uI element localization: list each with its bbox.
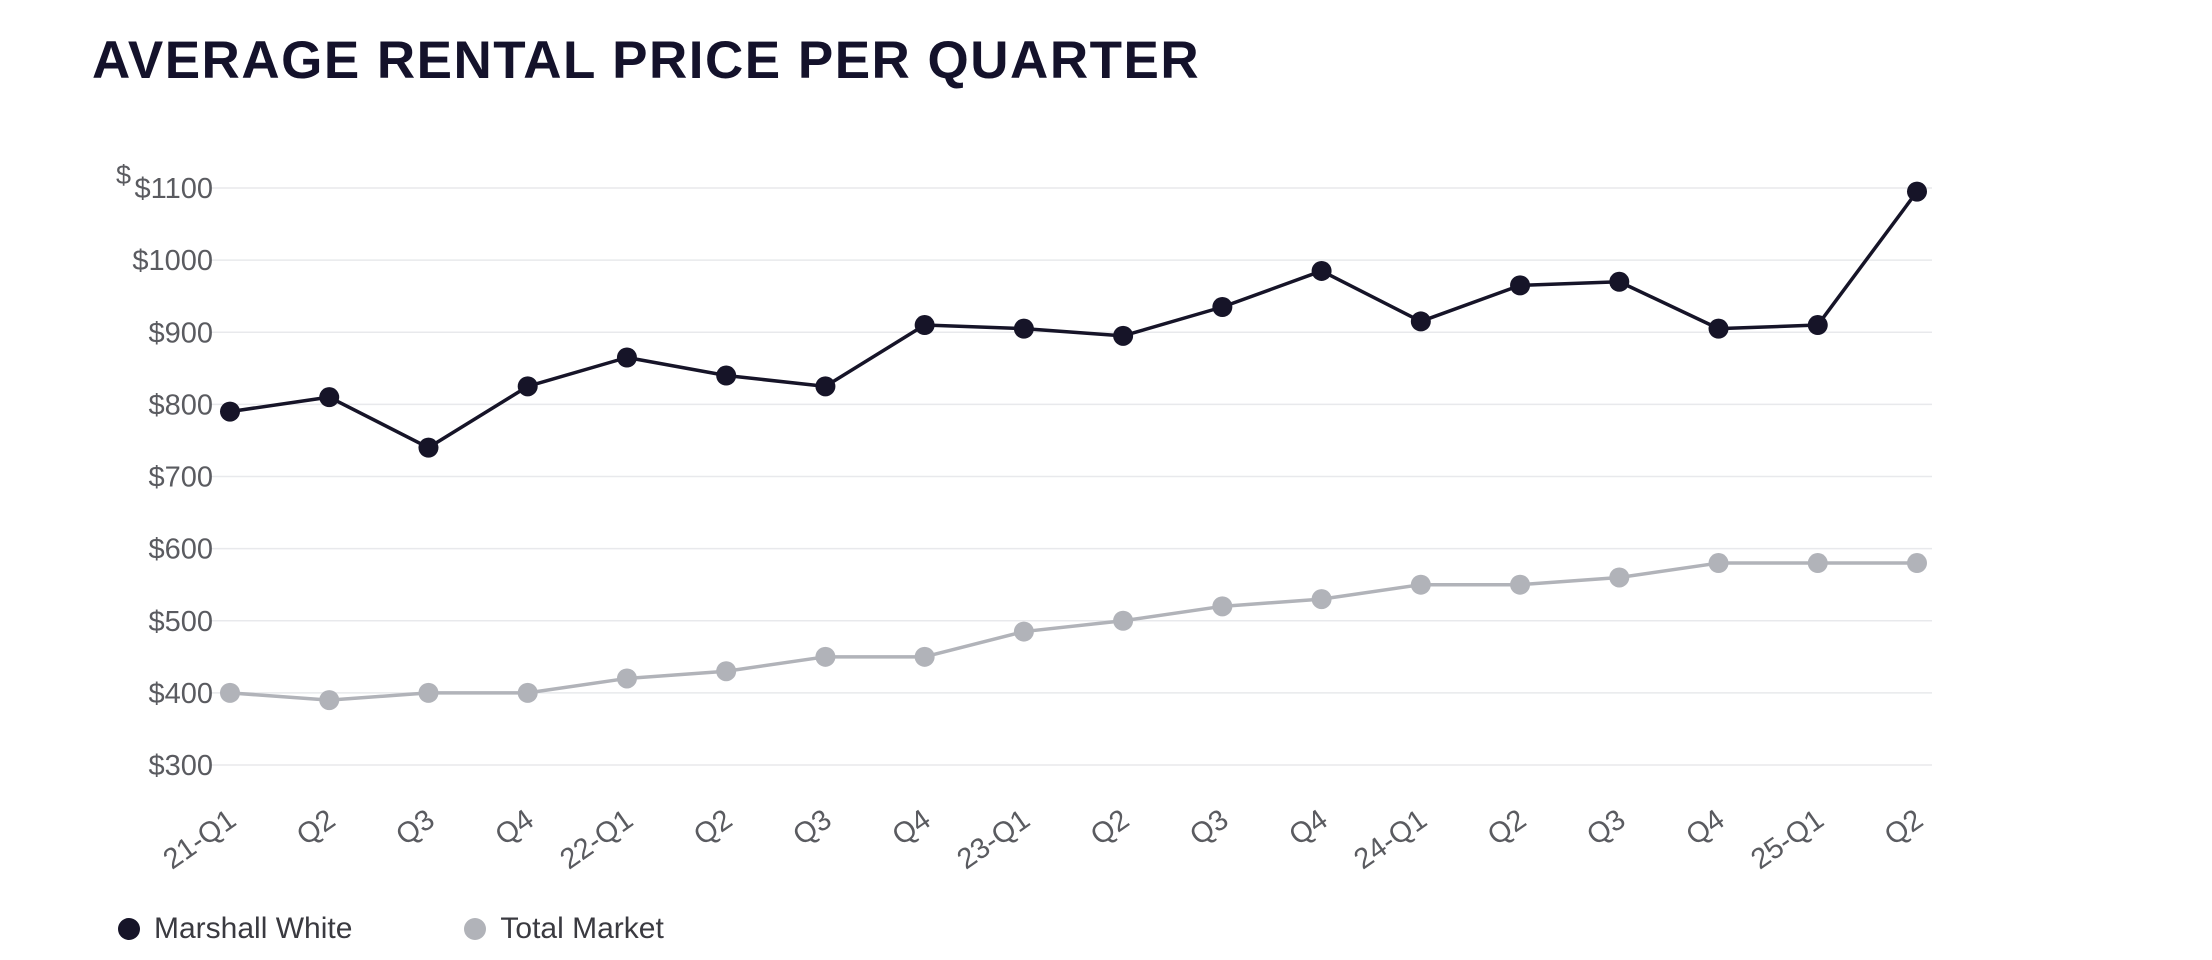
x-axis-tick: Q4 [887, 804, 937, 852]
x-axis-tick: 21-Q1 [158, 804, 242, 876]
legend-item: Marshall White [118, 912, 352, 946]
data-point-marshall-white [1311, 260, 1332, 281]
x-axis-tick: Q3 [390, 804, 440, 852]
data-point-total-market [1907, 553, 1927, 574]
data-point-marshall-white [1013, 318, 1034, 339]
x-axis-tick: 25-Q1 [1745, 804, 1829, 876]
data-point-total-market [1510, 574, 1531, 595]
data-point-marshall-white [1212, 297, 1233, 318]
x-axis-tick: 24-Q1 [1348, 804, 1432, 876]
data-point-marshall-white [517, 376, 538, 397]
x-axis-tick: Q4 [1680, 804, 1730, 852]
x-axis-tick: Q4 [1284, 804, 1334, 852]
x-axis-tick: Q3 [1581, 804, 1631, 852]
legend-label: Marshall White [154, 912, 353, 945]
data-point-total-market [616, 668, 637, 689]
data-point-marshall-white [1609, 271, 1630, 292]
data-point-marshall-white [1410, 311, 1431, 332]
x-axis-tick: Q3 [787, 804, 837, 852]
legend-label: Total Market [500, 912, 664, 945]
legend-dot-icon [464, 918, 487, 940]
data-point-marshall-white [319, 387, 340, 408]
y-axis-tick: $500 [148, 606, 213, 638]
y-axis-tick: $900 [148, 317, 213, 349]
series-line-marshall-white [228, 189, 1919, 450]
y-axis-unit: $ [116, 160, 131, 190]
x-axis-tick: Q2 [1085, 804, 1135, 852]
y-axis-tick: $700 [148, 462, 213, 494]
legend-dot-icon [118, 918, 140, 940]
x-axis-tick: Q2 [1482, 804, 1532, 852]
data-point-marshall-white [220, 401, 240, 422]
x-axis-tick: Q2 [291, 804, 341, 852]
data-point-total-market [1609, 567, 1630, 588]
x-axis-tick: Q2 [688, 804, 738, 852]
data-point-marshall-white [716, 365, 737, 386]
y-axis-tick: $300 [148, 750, 213, 782]
data-point-total-market [517, 682, 538, 703]
series-line-total-market [228, 561, 1919, 702]
data-point-total-market [418, 682, 439, 703]
data-point-total-market [1113, 610, 1134, 631]
data-point-marshall-white [1510, 275, 1531, 296]
data-point-total-market [914, 646, 935, 667]
y-axis-tick: $1100 [135, 173, 214, 205]
data-point-total-market [815, 646, 836, 667]
data-point-total-market [1708, 553, 1729, 574]
data-point-marshall-white [616, 347, 637, 368]
data-point-total-market [1013, 621, 1034, 642]
x-axis-tick: 22-Q1 [555, 804, 639, 876]
data-point-marshall-white [914, 315, 935, 336]
data-point-marshall-white [1113, 325, 1134, 346]
chart-title: AVERAGE RENTAL PRICE PER QUARTER [92, 31, 1201, 90]
data-point-marshall-white [815, 376, 836, 397]
y-axis-tick: $800 [148, 389, 213, 421]
data-point-marshall-white [1907, 181, 1927, 202]
data-point-marshall-white [1708, 318, 1729, 339]
data-point-total-market [1807, 553, 1828, 574]
data-point-marshall-white [418, 437, 439, 458]
chart-legend: Marshall White Total Market [118, 912, 664, 946]
data-point-marshall-white [1807, 315, 1828, 336]
data-point-total-market [1311, 589, 1332, 610]
y-axis-tick: $1000 [132, 245, 213, 277]
x-axis-tick: Q4 [490, 804, 540, 852]
data-point-total-market [220, 682, 240, 703]
data-point-total-market [716, 661, 737, 682]
data-point-total-market [319, 690, 340, 711]
legend-item: Total Market [464, 912, 664, 946]
x-axis-tick: Q2 [1879, 804, 1929, 852]
x-axis-tick: Q3 [1184, 804, 1234, 852]
data-point-total-market [1410, 574, 1431, 595]
y-axis-tick: $600 [148, 534, 213, 566]
y-axis-tick: $400 [148, 678, 213, 710]
data-point-total-market [1212, 596, 1233, 617]
x-axis-tick: 23-Q1 [952, 804, 1036, 876]
